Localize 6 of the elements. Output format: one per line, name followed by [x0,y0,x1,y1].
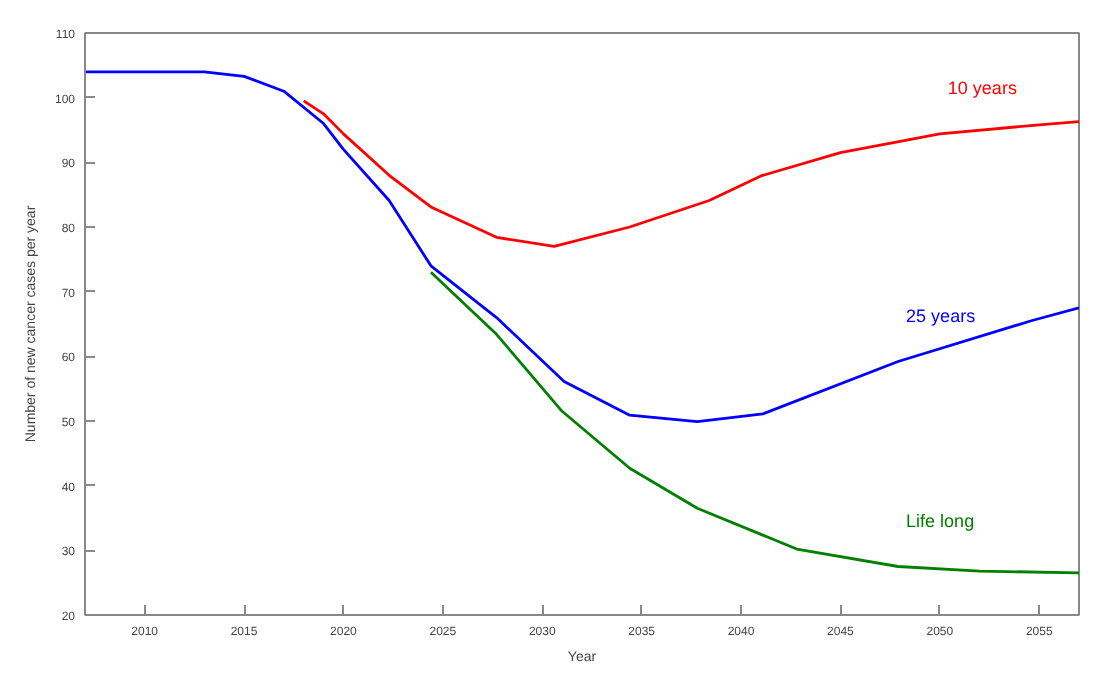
line-series [429,270,1079,575]
series-label: 25 years [906,305,977,326]
text: Life long [906,510,975,531]
line-series [85,70,1079,424]
series-label: 10 years [947,77,1018,98]
line-series [302,99,1079,248]
